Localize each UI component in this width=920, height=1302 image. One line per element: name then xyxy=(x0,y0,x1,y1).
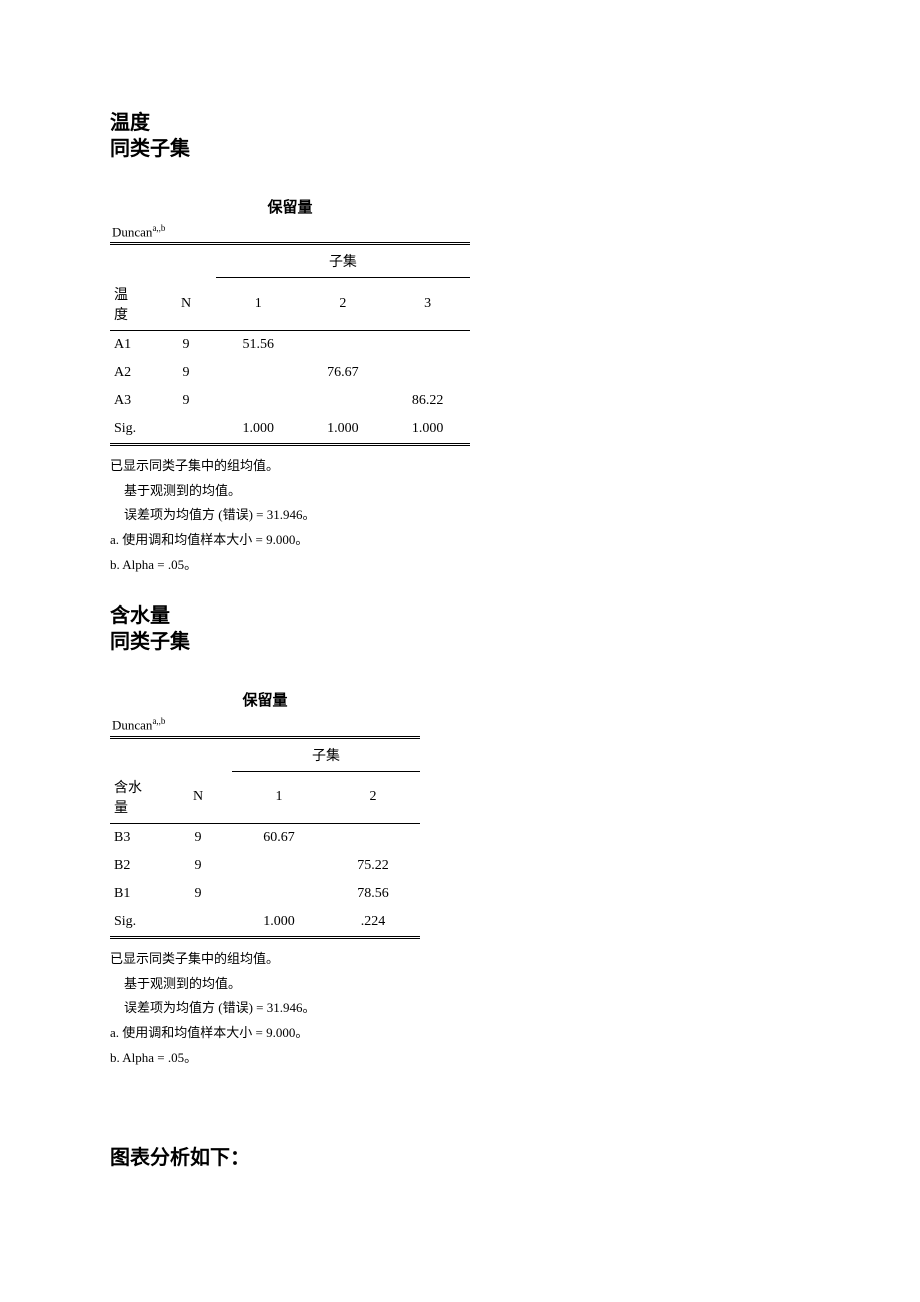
duncan-sup: a,,b xyxy=(152,223,165,233)
cell-v2: 76.67 xyxy=(301,359,386,387)
sig-label: Sig. xyxy=(110,415,156,445)
row-label: B2 xyxy=(110,852,164,880)
note-line: b. Alpha = .05。 xyxy=(110,1046,810,1071)
cell-n: 9 xyxy=(164,824,232,853)
sig-v3: 1.000 xyxy=(385,415,470,445)
row-label: A3 xyxy=(110,387,156,415)
note-line: a. 使用调和均值样本大小 = 9.000。 xyxy=(110,1021,810,1046)
section-temperature: 温度 同类子集 保留量 Duncana,,b 子集 温度 N 1 2 3 A1 xyxy=(110,110,810,577)
sig-v1: 1.000 xyxy=(216,415,301,445)
sig-row: Sig. 1.000 1.000 1.000 xyxy=(110,415,470,445)
note-line: 已显示同类子集中的组均值。 xyxy=(110,947,810,972)
cell-v3 xyxy=(385,330,470,359)
cell-v3 xyxy=(385,359,470,387)
cell-v2: 75.22 xyxy=(326,852,420,880)
section1-title-line2: 同类子集 xyxy=(110,136,810,162)
cell-v1 xyxy=(216,359,301,387)
cell-n: 9 xyxy=(156,330,216,359)
note-line: 已显示同类子集中的组均值。 xyxy=(110,454,810,479)
table-row: B1 9 78.56 xyxy=(110,880,420,908)
table-row: A1 9 51.56 xyxy=(110,330,470,359)
section-moisture: 含水量 同类子集 保留量 Duncana,,b 子集 含水量 N 1 2 B3 … xyxy=(110,603,810,1070)
cell-v1: 60.67 xyxy=(232,824,326,853)
sig-row: Sig. 1.000 .224 xyxy=(110,908,420,938)
table2-title: 保留量 xyxy=(110,689,420,710)
note-line: b. Alpha = .05。 xyxy=(110,553,810,578)
row-label: B3 xyxy=(110,824,164,853)
note-line: 基于观测到的均值。 xyxy=(110,479,810,504)
col3-header: 3 xyxy=(385,278,470,331)
subset-header: 子集 xyxy=(216,244,470,278)
n-header: N xyxy=(156,278,216,331)
col2-header: 2 xyxy=(326,771,420,824)
note-line: a. 使用调和均值样本大小 = 9.000。 xyxy=(110,528,810,553)
note-line: 基于观测到的均值。 xyxy=(110,972,810,997)
table2-notes: 已显示同类子集中的组均值。 基于观测到的均值。 误差项为均值方 (错误) = 3… xyxy=(110,947,810,1070)
note-line: 误差项为均值方 (错误) = 31.946。 xyxy=(110,503,810,528)
note-line: 误差项为均值方 (错误) = 31.946。 xyxy=(110,996,810,1021)
row-header: 含水量 xyxy=(110,771,164,824)
cell-n: 9 xyxy=(156,359,216,387)
col1-header: 1 xyxy=(216,278,301,331)
table-row: B2 9 75.22 xyxy=(110,852,420,880)
cell-v2: 78.56 xyxy=(326,880,420,908)
duncan-sup: a,,b xyxy=(152,716,165,726)
duncan-text: Duncan xyxy=(112,224,152,239)
table-row: A3 9 86.22 xyxy=(110,387,470,415)
table1-notes: 已显示同类子集中的组均值。 基于观测到的均值。 误差项为均值方 (错误) = 3… xyxy=(110,454,810,577)
cell-v1 xyxy=(232,880,326,908)
final-heading: 图表分析如下： xyxy=(110,1141,810,1170)
table-temperature: 子集 温度 N 1 2 3 A1 9 51.56 A2 9 76.67 xyxy=(110,242,470,446)
cell-n: 9 xyxy=(164,852,232,880)
row-label: B1 xyxy=(110,880,164,908)
section2-title-line1: 含水量 xyxy=(110,603,810,629)
row-label: A1 xyxy=(110,330,156,359)
table1-duncan-label: Duncana,,b xyxy=(112,223,810,240)
cell-v2 xyxy=(326,824,420,853)
cell-n: 9 xyxy=(164,880,232,908)
page-content: 温度 同类子集 保留量 Duncana,,b 子集 温度 N 1 2 3 A1 xyxy=(0,0,920,1250)
section1-title-line1: 温度 xyxy=(110,110,810,136)
cell-v2 xyxy=(301,387,386,415)
subset-header: 子集 xyxy=(232,737,420,771)
table-row: B3 9 60.67 xyxy=(110,824,420,853)
table-row: A2 9 76.67 xyxy=(110,359,470,387)
section2-title-line2: 同类子集 xyxy=(110,629,810,655)
col2-header: 2 xyxy=(301,278,386,331)
cell-v1: 51.56 xyxy=(216,330,301,359)
table-moisture: 子集 含水量 N 1 2 B3 9 60.67 B2 9 75.22 B1 xyxy=(110,736,420,940)
sig-v2: .224 xyxy=(326,908,420,938)
cell-v3: 86.22 xyxy=(385,387,470,415)
col1-header: 1 xyxy=(232,771,326,824)
cell-n: 9 xyxy=(156,387,216,415)
row-header: 温度 xyxy=(110,278,156,331)
sig-label: Sig. xyxy=(110,908,164,938)
duncan-text: Duncan xyxy=(112,718,152,733)
table1-title: 保留量 xyxy=(110,196,470,217)
cell-v1 xyxy=(216,387,301,415)
cell-v1 xyxy=(232,852,326,880)
cell-v2 xyxy=(301,330,386,359)
sig-v2: 1.000 xyxy=(301,415,386,445)
n-header: N xyxy=(164,771,232,824)
sig-v1: 1.000 xyxy=(232,908,326,938)
row-label: A2 xyxy=(110,359,156,387)
table2-duncan-label: Duncana,,b xyxy=(112,716,810,733)
